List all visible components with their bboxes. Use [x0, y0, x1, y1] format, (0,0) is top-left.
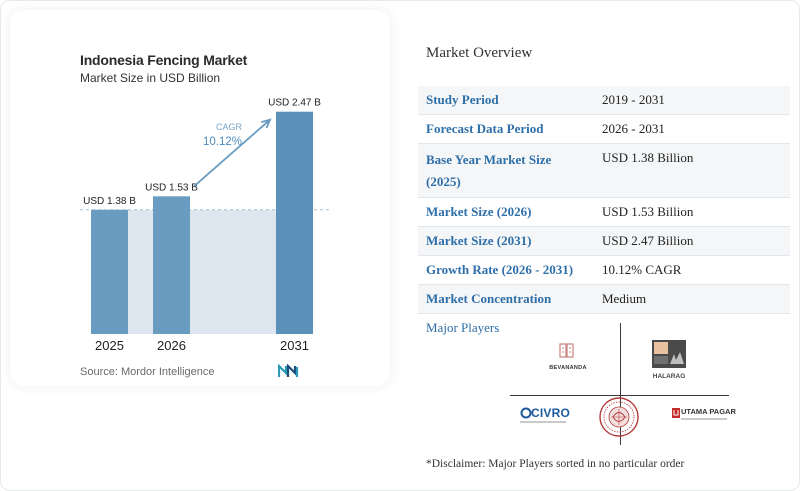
table-row: Base Year Market Size (2025) USD 1.38 Bi… — [418, 143, 790, 198]
players-divider-horizontal — [510, 395, 729, 396]
x-tick-label: 2031 — [280, 338, 309, 353]
table-row: Forecast Data Period 2026 - 2031 — [418, 114, 790, 144]
market-overview-table: Study Period 2019 - 2031 Forecast Data P… — [418, 86, 790, 314]
x-tick-label: 2026 — [157, 338, 186, 353]
halarag-logo-text: HALARAG — [652, 373, 686, 380]
row-key: Market Size (2026) — [418, 197, 594, 227]
cagr-arrow-head — [261, 118, 272, 129]
row-key: Growth Rate (2026 - 2031) — [418, 255, 594, 285]
bar — [276, 111, 313, 334]
utama-pagar-logo: UTAMA PAGAR — [672, 407, 736, 427]
row-value: Medium — [594, 284, 790, 314]
civro-tagline — [520, 421, 566, 423]
players-divider-vertical — [620, 323, 621, 445]
bevananda-logo-text: BEVANANDA — [549, 365, 587, 371]
cagr-label: CAGR — [216, 122, 243, 132]
utama-pagar-logo-text: UTAMA PAGAR — [681, 407, 736, 416]
bevananda-logo: BEVANANDA — [546, 342, 590, 374]
players-disclaimer: *Disclaimer: Major Players sorted in no … — [426, 458, 685, 470]
row-value: 10.12% CAGR — [594, 255, 790, 285]
bar — [91, 209, 128, 334]
market-overview-title: Market Overview — [426, 45, 533, 61]
civro-logo-text: CIVRO — [531, 406, 571, 420]
row-key: Base Year Market Size (2025) — [418, 143, 594, 198]
bar-value-label: USD 1.38 B — [83, 196, 136, 207]
halarag-mark-icon — [652, 340, 686, 368]
table-row: Market Size (2026) USD 1.53 Billion — [418, 197, 790, 227]
bar-value-label: USD 1.53 B — [145, 182, 198, 193]
row-value: 2026 - 2031 — [594, 114, 790, 144]
civro-logo: CIVRO — [520, 406, 571, 426]
chart-source: Source: Mordor Intelligence — [80, 366, 215, 378]
mordor-logo-icon — [278, 364, 299, 377]
round-seal-logo — [598, 396, 640, 438]
utama-pagar-tagline — [681, 418, 727, 420]
chart-subtitle: Market Size in USD Billion — [80, 71, 221, 85]
table-row: Market Concentration Medium — [418, 284, 790, 314]
cagr-value: 10.12% — [203, 136, 242, 148]
row-value: USD 1.53 Billion — [594, 197, 790, 227]
row-value: USD 2.47 Billion — [594, 226, 790, 256]
cagr-arrow-line — [193, 119, 271, 187]
utama-pagar-mark-icon — [672, 408, 680, 418]
bar-chart: USD 1.38 B 2025 USD 1.53 B 2026 USD 2.47 B 20… — [80, 98, 330, 353]
row-key: Market Size (2031) — [418, 226, 594, 256]
civro-ring-icon — [520, 407, 532, 419]
table-row: Growth Rate (2026 - 2031) 10.12% CAGR — [418, 255, 790, 285]
chart-title: Indonesia Fencing Market — [80, 52, 248, 68]
bar — [153, 196, 190, 334]
table-row: Study Period 2019 - 2031 — [418, 86, 790, 115]
round-seal-icon — [599, 397, 639, 437]
row-value: 2019 - 2031 — [594, 86, 790, 115]
row-key: Market Concentration — [418, 284, 594, 314]
halarag-logo: HALARAG — [652, 340, 686, 380]
row-key: Forecast Data Period — [418, 114, 594, 144]
row-key: Study Period — [418, 86, 594, 115]
bevananda-mark-icon — [559, 343, 574, 358]
major-players-title: Major Players — [426, 320, 500, 335]
row-value: USD 1.38 Billion — [594, 143, 790, 198]
x-tick-label: 2025 — [95, 338, 124, 353]
table-row: Market Size (2031) USD 2.47 Billion — [418, 226, 790, 256]
bar-value-label: USD 2.47 B — [268, 98, 321, 109]
